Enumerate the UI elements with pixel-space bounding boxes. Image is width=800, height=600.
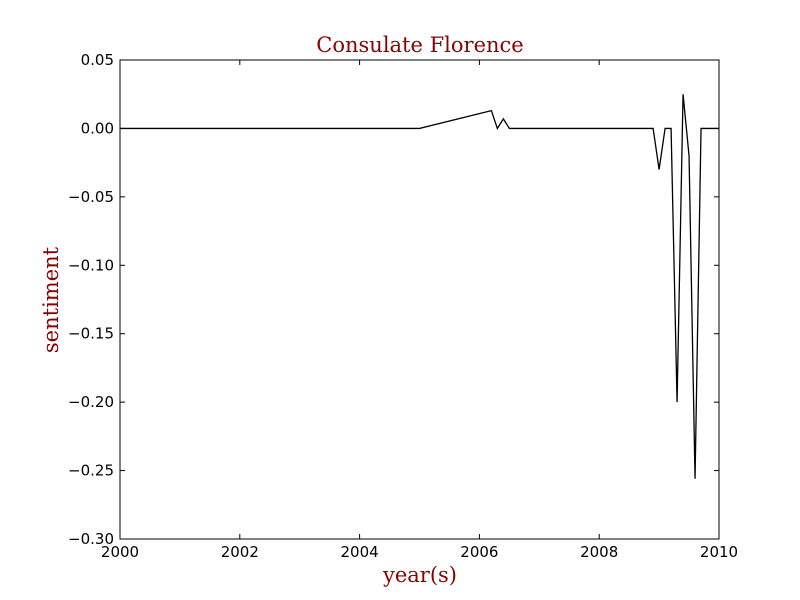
y-tick-label: −0.20 bbox=[68, 393, 114, 411]
y-tick-label: 0.00 bbox=[81, 119, 114, 137]
y-tick-label: −0.15 bbox=[68, 325, 114, 343]
series-line-0 bbox=[120, 94, 719, 479]
y-tick-label: −0.30 bbox=[68, 530, 114, 548]
plot-frame bbox=[119, 59, 720, 540]
y-tick-label: −0.05 bbox=[68, 188, 114, 206]
y-tick-label: −0.25 bbox=[68, 462, 114, 480]
x-tick-label: 2000 bbox=[101, 543, 139, 561]
y-tick-label: 0.05 bbox=[81, 51, 114, 69]
chart-title: Consulate Florence bbox=[316, 33, 523, 57]
x-tick-label: 2010 bbox=[700, 543, 738, 561]
y-tick-label: −0.10 bbox=[68, 256, 114, 274]
x-tick-label: 2004 bbox=[341, 543, 379, 561]
x-tick-label: 2002 bbox=[221, 543, 259, 561]
x-axis-label: year(s) bbox=[382, 563, 457, 587]
x-tick-label: 2008 bbox=[580, 543, 618, 561]
x-tick-label: 2006 bbox=[460, 543, 498, 561]
y-axis-label: sentiment bbox=[39, 246, 63, 353]
